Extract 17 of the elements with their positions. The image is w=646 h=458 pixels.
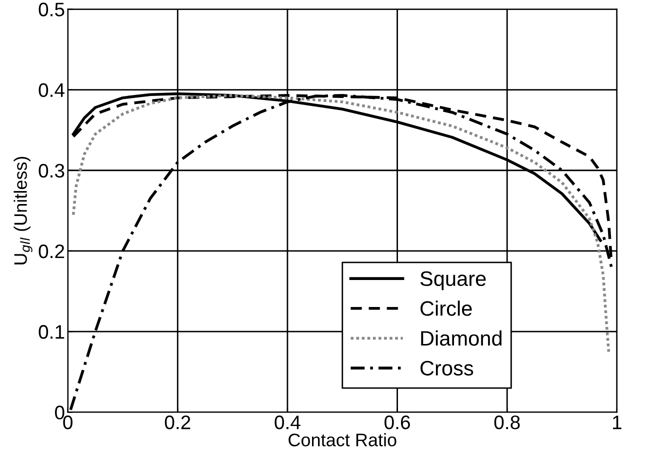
- legend-label: Diamond: [421, 330, 502, 346]
- y-tick-label: 0.1: [38, 325, 64, 339]
- legend-label: Circle: [420, 300, 472, 316]
- y-axis-title: U$_{gll}$ (Unitless): [14, 156, 32, 264]
- legend-label: Square: [420, 271, 486, 290]
- x-tick-label: 0.4: [274, 415, 300, 430]
- x-tick-label: 0.6: [384, 415, 410, 430]
- x-tick-label: 0.2: [164, 415, 190, 430]
- legend-label: Cross: [420, 360, 474, 376]
- y-tick-label: 0.2: [38, 244, 64, 258]
- y-tick-label: 0.4: [38, 83, 64, 98]
- y-tick-label: 0.5: [38, 2, 64, 16]
- x-axis-title: Contact Ratio: [288, 433, 396, 446]
- x-tick-label: 0.8: [494, 415, 520, 430]
- y-tick-label: 0: [55, 406, 64, 420]
- y-tick-label: 0.3: [38, 164, 64, 178]
- x-tick-label: 1: [613, 416, 622, 430]
